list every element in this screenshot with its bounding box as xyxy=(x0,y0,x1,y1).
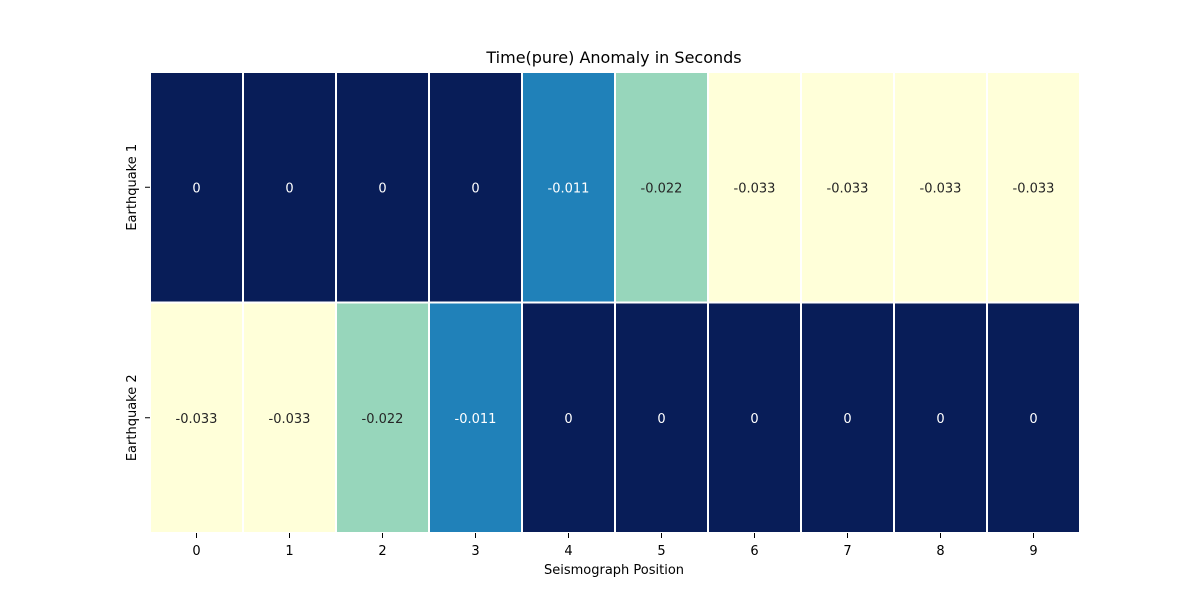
x-tick-label: 0 xyxy=(192,544,200,559)
x-tick-label: 4 xyxy=(564,544,572,559)
cell-value-label: 0 xyxy=(285,181,293,196)
cell-value-label: 0 xyxy=(843,412,851,427)
cell-value-label: 0 xyxy=(750,412,758,427)
x-tick-label: 9 xyxy=(1029,544,1037,559)
heatmap-cell xyxy=(242,71,337,304)
heatmap-cell xyxy=(800,301,895,534)
heatmap-cell xyxy=(986,71,1081,304)
heatmap-cells: 0 0 0 0 -0.011 -0.022 -0.033 -0.033 -0.033 -0.033… xyxy=(149,71,1081,534)
heatmap-cell xyxy=(428,71,523,304)
x-tick-label: 7 xyxy=(843,544,851,559)
cell-value-label: -0.033 xyxy=(734,181,776,196)
cell-value-label: -0.033 xyxy=(269,412,311,427)
heatmap-cell xyxy=(149,71,244,304)
cell-value-label: -0.022 xyxy=(362,412,404,427)
heatmap-cell xyxy=(614,301,709,534)
y-tick-label: Earthquake 2 xyxy=(125,374,140,461)
x-tick-label: 2 xyxy=(378,544,386,559)
cell-value-label: 0 xyxy=(657,412,665,427)
x-axis: 0 1 2 3 4 5 6 7 8 9 xyxy=(192,533,1038,559)
x-tick-label: 3 xyxy=(471,544,479,559)
heatmap-cell xyxy=(800,71,895,304)
cell-value-label: -0.033 xyxy=(827,181,869,196)
heatmap-cell xyxy=(707,301,802,534)
cell-value-label: 0 xyxy=(378,181,386,196)
cell-value-label: 0 xyxy=(564,412,572,427)
heatmap-cell xyxy=(335,71,430,304)
cell-value-label: 0 xyxy=(471,181,479,196)
y-axis: Earthquake 1 Earthquake 2 xyxy=(125,144,150,461)
heatmap-cell xyxy=(428,301,523,534)
cell-value-label: 0 xyxy=(192,181,200,196)
cell-value-label: -0.033 xyxy=(176,412,218,427)
heatmap-cell xyxy=(893,301,988,534)
cell-value-label: -0.011 xyxy=(455,412,497,427)
cell-value-label: 0 xyxy=(1029,412,1037,427)
x-tick-label: 1 xyxy=(285,544,293,559)
heatmap-cell xyxy=(986,301,1081,534)
x-tick-label: 5 xyxy=(657,544,665,559)
x-tick-label: 8 xyxy=(936,544,944,559)
chart-title: Time(pure) Anomaly in Seconds xyxy=(485,48,741,67)
heatmap-cell xyxy=(614,71,709,304)
x-tick-label: 6 xyxy=(750,544,758,559)
heatmap-cell xyxy=(242,301,337,534)
x-axis-label: Seismograph Position xyxy=(544,563,684,578)
cell-value-label: -0.011 xyxy=(548,181,590,196)
cell-value-label: -0.033 xyxy=(920,181,962,196)
y-tick-label: Earthquake 1 xyxy=(125,144,140,231)
cell-value-label: -0.033 xyxy=(1013,181,1055,196)
cell-value-label: -0.022 xyxy=(641,181,683,196)
cell-value-label: 0 xyxy=(936,412,944,427)
